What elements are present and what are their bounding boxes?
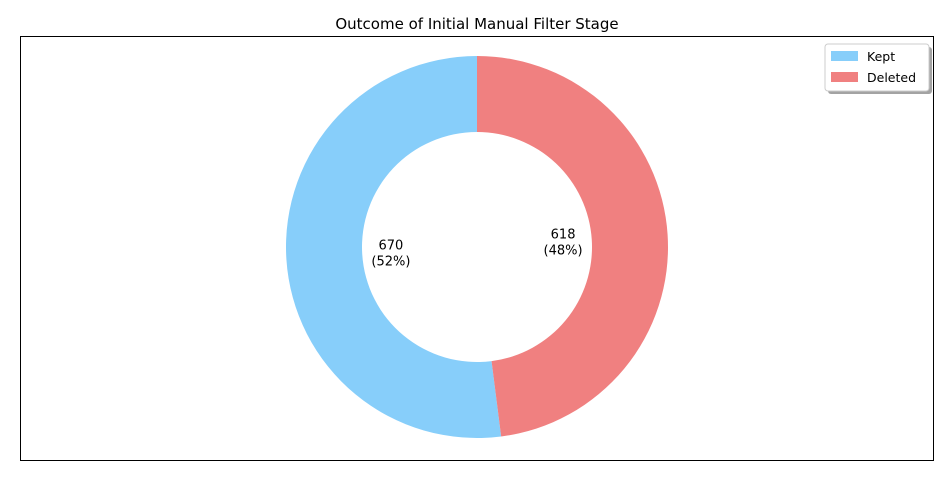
- slice-percent-label: (52%): [371, 254, 410, 269]
- slice-labels-layer: 670(52%) 618(48%): [371, 228, 582, 270]
- legend-items: Kept Deleted: [831, 49, 916, 85]
- slice-label-deleted: 618(48%): [544, 228, 583, 259]
- legend-swatch-kept: [831, 51, 858, 61]
- slice-label-kept: 670(52%): [371, 238, 410, 269]
- plot-frame: [20, 36, 934, 461]
- legend-label-kept: Kept: [867, 49, 895, 64]
- legend-swatch-deleted: [831, 72, 858, 82]
- slices-layer: [286, 56, 668, 438]
- slice-value-label: 618: [551, 228, 576, 243]
- slice-value-label: 670: [379, 238, 404, 253]
- legend: Kept Deleted: [824, 43, 932, 94]
- slice-kept: [286, 56, 502, 438]
- chart-title: Outcome of Initial Manual Filter Stage: [335, 15, 618, 33]
- slice-percent-label: (48%): [544, 244, 583, 259]
- legend-label-deleted: Deleted: [867, 70, 916, 85]
- slice-deleted: [477, 56, 668, 437]
